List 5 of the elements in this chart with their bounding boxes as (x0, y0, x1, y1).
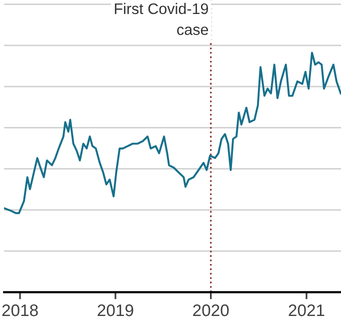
ref-line-label: First Covid-19 case (114, 2, 208, 36)
x-tick-label: 2019 (98, 304, 134, 316)
x-tick-label: 2018 (2, 304, 38, 316)
x-tick-label: 2021 (288, 304, 324, 316)
x-tick-label: 2020 (193, 304, 229, 316)
